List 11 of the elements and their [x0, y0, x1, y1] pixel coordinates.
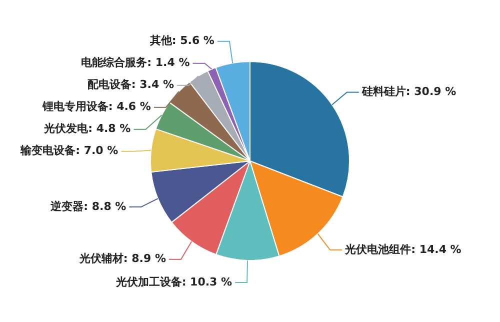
slice-label: 光伏电池组件: 14.4 % [344, 242, 462, 256]
slice-label: 光伏加工设备: 10.3 % [114, 275, 232, 288]
slice-label: 配电设备: 3.4 % [87, 78, 174, 92]
slice-label: 逆变器: 8.8 % [50, 200, 126, 213]
slice-label: 输变电设备: 7.0 % [20, 144, 118, 158]
slice-label: 光伏发电: 4.8 % [43, 122, 131, 136]
slice-label: 锂电专用设备: 4.6 % [41, 100, 151, 114]
slice-label: 其他: 5.6 % [148, 34, 214, 48]
slice-label: 光伏辅材: 8.9 % [78, 252, 166, 266]
slice-label: 电能综合服务: 1.4 % [81, 56, 190, 70]
slice-label: 硅料硅片: 30.9 % [360, 85, 456, 98]
